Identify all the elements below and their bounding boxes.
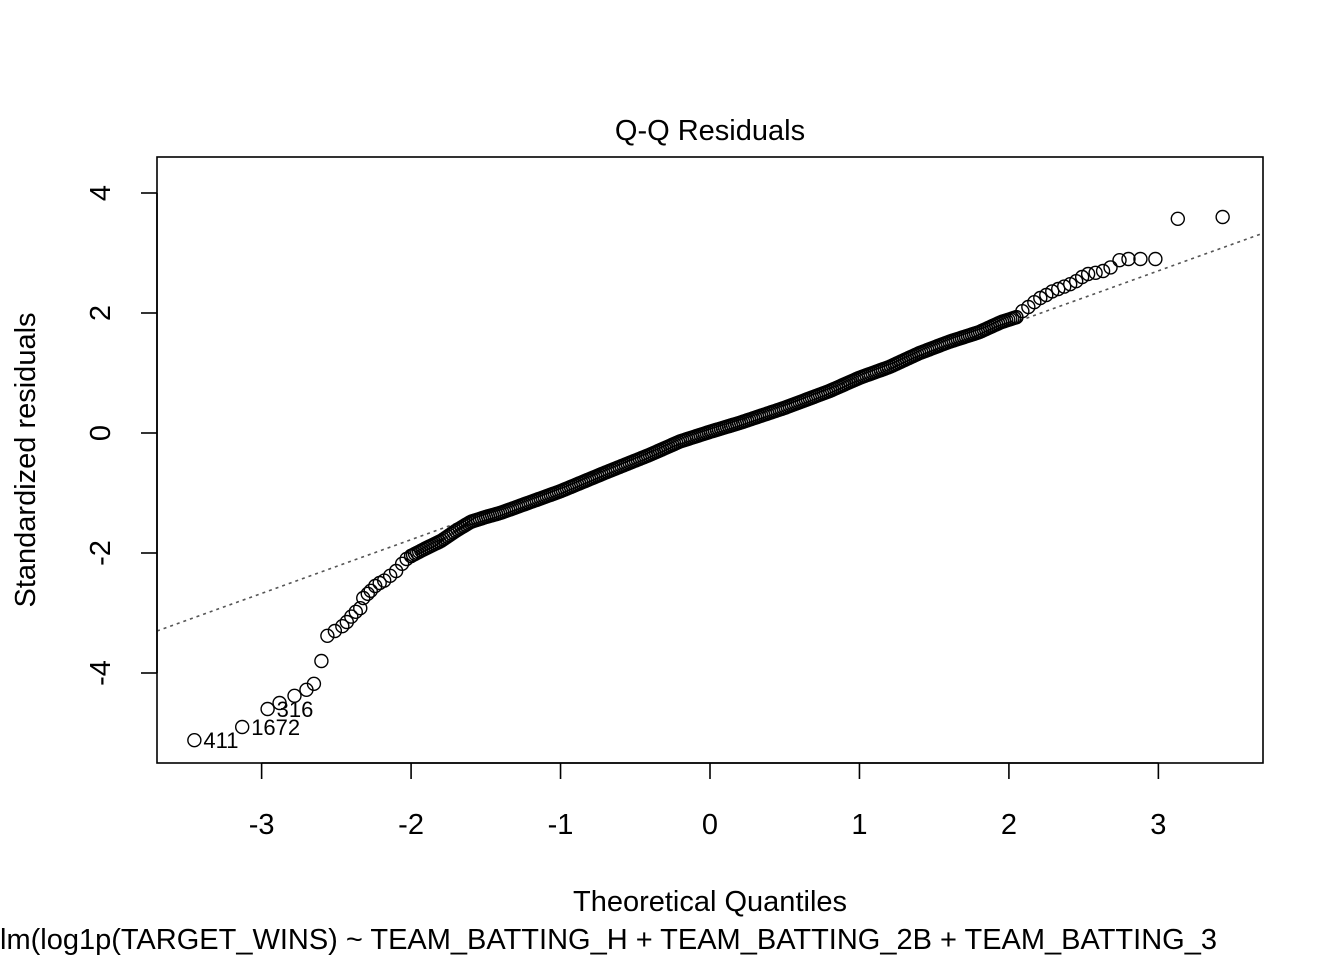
plot-frame [156, 156, 1264, 764]
qq-point [1112, 253, 1127, 268]
qq-point [1170, 211, 1186, 227]
qq-point [320, 628, 335, 643]
qq-point [1051, 281, 1066, 297]
qq-point [1045, 284, 1060, 299]
qq-point [1215, 209, 1230, 225]
qq-point [348, 604, 363, 619]
y-axis: -4 -2 0 2 4 [85, 185, 158, 686]
qq-point [335, 619, 350, 634]
qq-point [287, 688, 302, 703]
points-layer [187, 209, 1230, 748]
qq-point [353, 601, 368, 616]
point-label: 1672 [251, 715, 300, 740]
qq-point [272, 695, 287, 711]
qq-point [314, 653, 329, 669]
qq-point [403, 548, 419, 564]
qq-point [187, 733, 202, 748]
qq-point [1133, 251, 1148, 267]
x-tick-label: -2 [398, 809, 424, 841]
x-axis: -3 -2 -1 0 1 2 3 [249, 762, 1166, 841]
y-axis-label: Standardized residuals [10, 312, 42, 607]
qq-point [339, 614, 355, 630]
y-tick-label: -4 [85, 660, 117, 686]
qq-point [399, 551, 414, 567]
qq-point [394, 556, 410, 571]
model-caption: lm(log1p(TARGET_WINS) ~ TEAM_BATTING_H +… [0, 924, 1217, 956]
qq-point [1103, 260, 1118, 275]
qq-point [260, 701, 275, 717]
point-label: 316 [277, 697, 314, 722]
qq-point [234, 719, 250, 735]
x-tick-label: 2 [1001, 809, 1017, 841]
qq-point [1088, 265, 1103, 280]
qq-point [306, 676, 322, 691]
chart-title: Q-Q Residuals [615, 115, 805, 147]
y-tick-label: 4 [85, 185, 117, 201]
y-tick-label: 0 [85, 425, 117, 441]
point-label: 411 [203, 728, 238, 753]
qq-point [363, 583, 378, 598]
qq-point [344, 609, 359, 624]
x-tick-label: 1 [851, 809, 867, 841]
qq-point [360, 586, 375, 601]
x-axis-label: Theoretical Quantiles [573, 886, 847, 918]
y-tick-label: 2 [85, 305, 117, 321]
qq-point [327, 623, 343, 639]
x-tick-label: 0 [702, 809, 718, 841]
x-tick-label: -3 [249, 809, 275, 841]
qq-point [1121, 251, 1136, 267]
qq-point [356, 590, 371, 606]
y-tick-label: -2 [85, 540, 117, 566]
x-tick-label: 3 [1150, 809, 1166, 841]
x-tick-label: -1 [548, 809, 574, 841]
qq-point [1057, 279, 1072, 294]
qq-point [1080, 266, 1096, 282]
qq-point [1148, 251, 1163, 267]
qq-point [1095, 263, 1111, 279]
